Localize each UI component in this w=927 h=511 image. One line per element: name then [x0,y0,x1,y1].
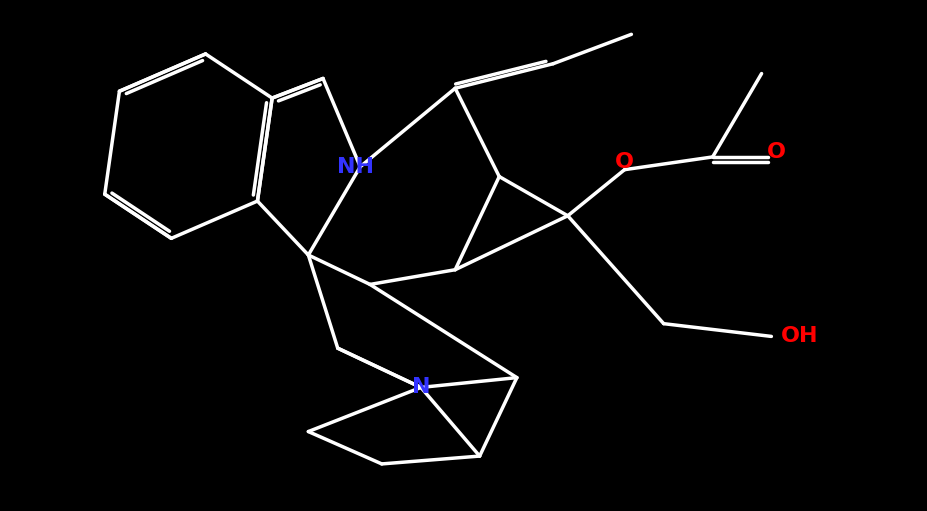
Text: NH: NH [337,157,374,177]
Text: O: O [766,142,785,162]
Text: N: N [412,378,430,398]
Text: O: O [615,152,633,172]
Text: OH: OH [781,327,818,346]
